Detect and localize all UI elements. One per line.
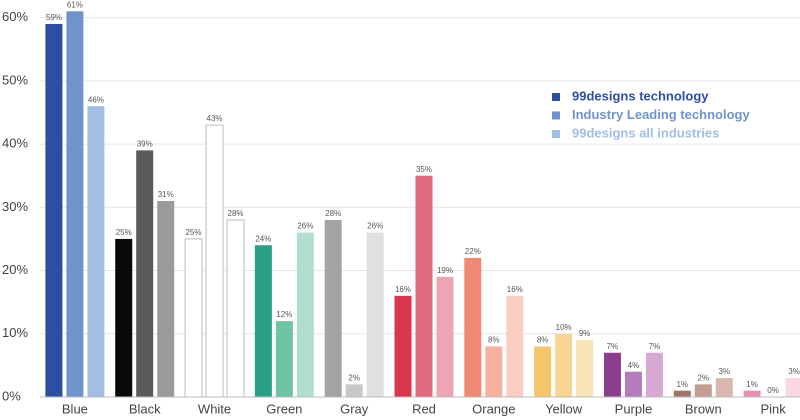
value-label: 24% bbox=[255, 234, 271, 243]
value-label: 0% bbox=[767, 386, 779, 395]
value-label: 10% bbox=[556, 323, 572, 332]
value-label: 7% bbox=[649, 342, 661, 351]
value-label: 26% bbox=[297, 222, 313, 231]
y-tick-label: 0% bbox=[2, 388, 21, 403]
value-label: 8% bbox=[537, 336, 549, 345]
bar bbox=[673, 390, 691, 397]
value-label: 3% bbox=[788, 367, 800, 376]
bar bbox=[415, 175, 433, 397]
bar bbox=[254, 245, 272, 397]
bar bbox=[157, 201, 175, 397]
x-tick-label: Black bbox=[129, 401, 161, 416]
value-label: 31% bbox=[158, 190, 174, 199]
bar bbox=[715, 378, 733, 397]
bar bbox=[394, 295, 412, 397]
bar bbox=[485, 346, 503, 397]
value-label: 46% bbox=[88, 95, 104, 104]
x-tick-label: Orange bbox=[472, 401, 515, 416]
value-label: 28% bbox=[228, 209, 244, 218]
legend-label: Industry Leading technology bbox=[572, 107, 750, 122]
x-tick-label: Purple bbox=[615, 401, 653, 416]
legend-marker bbox=[552, 111, 560, 120]
value-label: 25% bbox=[186, 228, 202, 237]
bar bbox=[694, 384, 712, 397]
value-label: 39% bbox=[137, 140, 153, 149]
bar bbox=[275, 321, 293, 397]
bar bbox=[226, 219, 245, 398]
bar bbox=[136, 150, 154, 397]
value-label: 28% bbox=[325, 209, 341, 218]
bar bbox=[436, 276, 454, 397]
bar bbox=[66, 11, 84, 398]
bar bbox=[785, 378, 800, 397]
value-label: 16% bbox=[395, 285, 411, 294]
value-label: 2% bbox=[348, 373, 360, 382]
y-tick-label: 20% bbox=[2, 262, 28, 277]
value-label: 7% bbox=[607, 342, 619, 351]
value-label: 4% bbox=[628, 361, 640, 370]
x-tick-label: Brown bbox=[685, 401, 722, 416]
bar bbox=[324, 219, 342, 397]
y-tick-label: 60% bbox=[2, 9, 28, 24]
value-label: 1% bbox=[676, 380, 688, 389]
value-label: 59% bbox=[46, 13, 62, 22]
bar bbox=[743, 390, 761, 397]
value-label: 1% bbox=[746, 380, 758, 389]
value-label: 9% bbox=[579, 329, 591, 338]
bar bbox=[296, 232, 314, 397]
bar bbox=[645, 352, 663, 397]
bar bbox=[205, 124, 224, 398]
value-label: 25% bbox=[116, 228, 132, 237]
y-tick-label: 40% bbox=[2, 136, 28, 151]
y-tick-label: 30% bbox=[2, 199, 28, 214]
value-label: 61% bbox=[67, 0, 83, 9]
value-label: 43% bbox=[207, 114, 223, 123]
value-label: 35% bbox=[416, 165, 432, 174]
x-tick-label: Green bbox=[266, 401, 302, 416]
x-tick-label: Yellow bbox=[545, 401, 583, 416]
value-label: 2% bbox=[697, 373, 709, 382]
bar bbox=[87, 106, 105, 398]
bar bbox=[624, 371, 642, 397]
x-tick-label: White bbox=[198, 401, 231, 416]
bar bbox=[464, 257, 482, 397]
value-label: 16% bbox=[507, 285, 523, 294]
bar bbox=[184, 238, 203, 398]
y-tick-label: 10% bbox=[2, 325, 28, 340]
bar bbox=[534, 346, 552, 397]
legend-marker bbox=[552, 93, 560, 101]
legend-label: 99designs technology bbox=[572, 88, 709, 103]
legend-marker bbox=[552, 130, 560, 138]
bar bbox=[366, 232, 384, 397]
bar bbox=[576, 340, 594, 397]
x-tick-label: Pink bbox=[760, 401, 786, 416]
bar bbox=[506, 295, 524, 397]
bar bbox=[555, 333, 573, 397]
bar bbox=[115, 238, 133, 397]
bar bbox=[345, 384, 363, 397]
value-label: 26% bbox=[367, 222, 383, 231]
value-label: 22% bbox=[465, 247, 481, 256]
x-tick-label: Gray bbox=[340, 401, 369, 416]
x-tick-label: Red bbox=[412, 401, 436, 416]
bar bbox=[603, 352, 621, 397]
bar bbox=[45, 23, 63, 397]
x-tick-label: Blue bbox=[62, 401, 88, 416]
value-label: 19% bbox=[437, 266, 453, 275]
value-label: 3% bbox=[718, 367, 730, 376]
value-label: 12% bbox=[276, 310, 292, 319]
y-tick-label: 50% bbox=[2, 72, 28, 87]
value-label: 8% bbox=[488, 336, 500, 345]
legend-label: 99designs all industries bbox=[572, 125, 719, 140]
